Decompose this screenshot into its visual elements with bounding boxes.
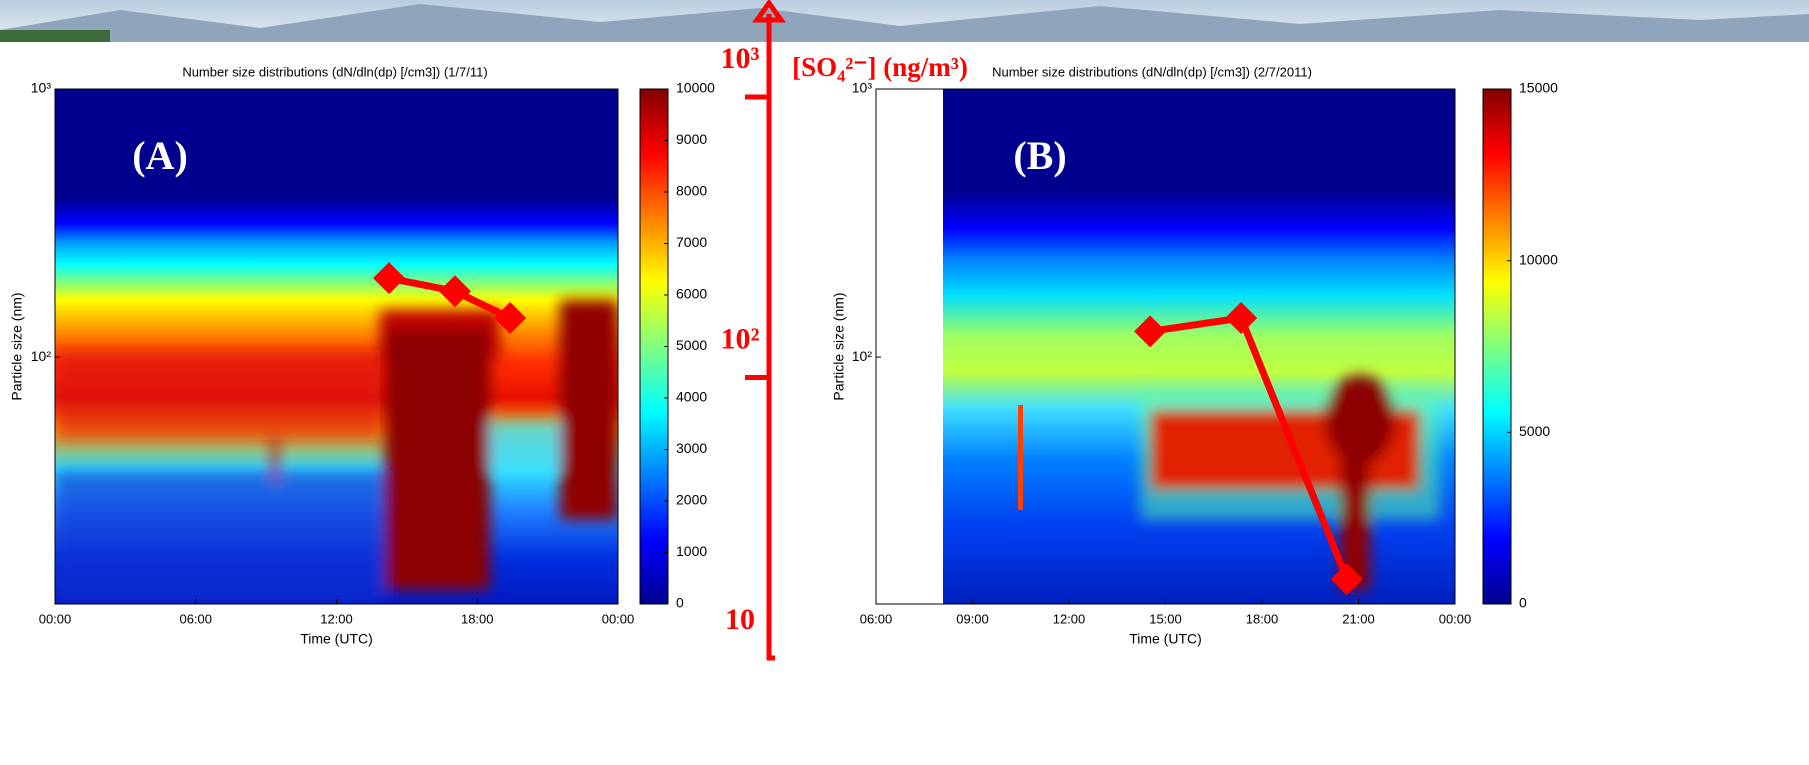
x-tick-label: 18:00 (1246, 611, 1279, 626)
y-tick-label: 10² (852, 348, 873, 364)
sulfate-point (1134, 315, 1167, 348)
chart-title: Number size distributions (dN/dln(dp) [/… (182, 64, 487, 79)
y-tick-label: 10³ (852, 80, 873, 96)
colorbar-tick-label: 10000 (676, 80, 715, 96)
colorbar-tick-label: 9000 (676, 131, 707, 147)
sulfate-axis-label: [SO₄²⁻] (ng/m³) (792, 52, 968, 82)
colorbar-tick-label: 15000 (1519, 80, 1558, 96)
x-tick-label: 15:00 (1149, 611, 1182, 626)
x-tick-label: 00:00 (1439, 611, 1472, 626)
sulfate-tick-label: 10 (725, 603, 755, 636)
colorbar-tick-label: 3000 (676, 440, 707, 456)
colorbar-tick-label: 2000 (676, 492, 707, 508)
y-tick-label: 10³ (31, 80, 52, 96)
no-data-region (876, 89, 943, 604)
chart-title: Number size distributions (dN/dln(dp) [/… (992, 64, 1312, 79)
mountains (0, 4, 1809, 42)
sulfate-point (438, 275, 471, 308)
sulfate-point (1330, 563, 1363, 596)
sulfate-tick-label: 10³ (721, 42, 760, 75)
colorbar-tick-label: 8000 (676, 183, 707, 199)
x-tick-label: 06:00 (860, 611, 893, 626)
sulfate-point (1225, 301, 1258, 334)
x-axis-label: Time (UTC) (300, 631, 373, 647)
colorbar-tick-label: 5000 (1519, 423, 1550, 439)
colorbar-tick-label: 5000 (676, 337, 707, 353)
heatmap-b (943, 89, 1455, 604)
y-axis-label: Particle size (nm) (831, 292, 847, 400)
colorbar-tick-label: 7000 (676, 234, 707, 250)
trees (0, 30, 110, 42)
panel-label: (B) (1013, 133, 1066, 178)
x-tick-label: 12:00 (1053, 611, 1086, 626)
x-tick-label: 12:00 (320, 611, 353, 626)
heatmap-a (55, 89, 618, 604)
sulfate-point (494, 301, 527, 334)
x-tick-label: 18:00 (461, 611, 494, 626)
x-tick-label: 00:00 (39, 611, 72, 626)
x-tick-label: 06:00 (179, 611, 212, 626)
y-axis-label: Particle size (nm) (9, 292, 25, 400)
colorbar-tick-label: 0 (676, 595, 684, 611)
y-tick-label: 10² (31, 348, 52, 364)
colorbar-tick-label: 1000 (676, 543, 707, 559)
sulfate-point (373, 262, 406, 295)
x-tick-label: 21:00 (1342, 611, 1375, 626)
panel-label: (A) (132, 133, 188, 178)
colorbar-tick-label: 0 (1519, 595, 1527, 611)
sulfate-axis-arrow (752, 0, 786, 23)
colorbar-tick-label: 10000 (1519, 251, 1558, 267)
x-tick-label: 00:00 (602, 611, 635, 626)
colorbar (1482, 88, 1512, 605)
colorbar-tick-label: 4000 (676, 389, 707, 405)
sulfate-tick-label: 10² (721, 322, 760, 355)
colorbar (639, 88, 669, 605)
x-tick-label: 09:00 (956, 611, 989, 626)
x-axis-label: Time (UTC) (1129, 631, 1202, 647)
colorbar-tick-label: 6000 (676, 286, 707, 302)
